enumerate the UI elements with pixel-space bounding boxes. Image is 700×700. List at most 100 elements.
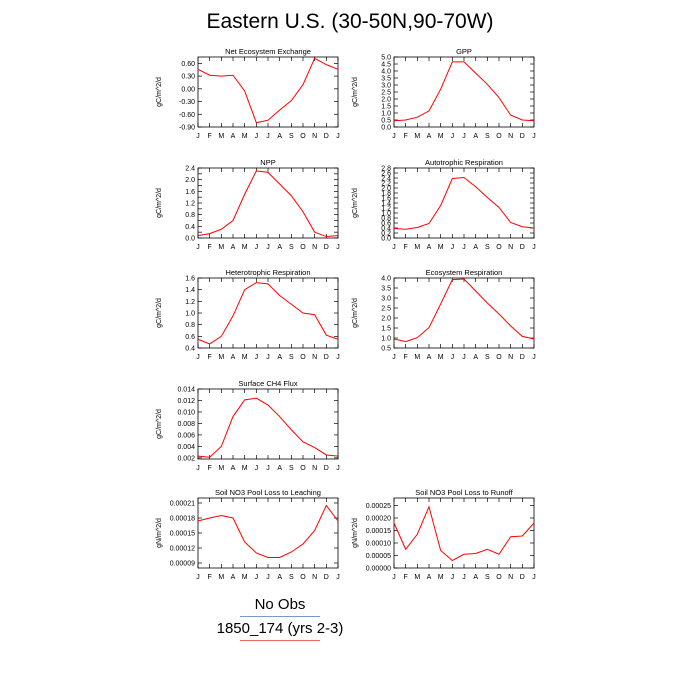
x-tick-label: O xyxy=(496,354,502,361)
y-tick-label: 2.5 xyxy=(381,306,391,313)
x-tick-label: D xyxy=(520,354,525,361)
y-tick-label: -0.30 xyxy=(179,99,195,106)
chart-title: Soil NO3 Pool Loss to Runoff xyxy=(415,488,513,497)
y-tick-label: 0.00020 xyxy=(366,516,391,523)
x-tick-label: M xyxy=(218,354,224,361)
y-tick-label: 0.30 xyxy=(181,74,195,81)
chart-panel: Autotrophic Respiration gC/m^2/d 0.00.20.4… xyxy=(352,158,536,251)
x-tick-label: J xyxy=(532,574,536,581)
y-tick-label: 1.0 xyxy=(381,336,391,343)
x-tick-label: A xyxy=(277,354,282,361)
y-tick-label: 0.00018 xyxy=(170,516,195,523)
chart-title: Autotrophic Respiration xyxy=(425,158,503,167)
x-tick-label: M xyxy=(414,574,420,581)
x-tick-label: M xyxy=(242,574,248,581)
y-tick-label: 0.00015 xyxy=(170,531,195,538)
chart-panel: GPP gC/m^2/d 0.00.51.01.52.02.53.03.54.04.… xyxy=(352,47,536,140)
series-line xyxy=(393,278,535,343)
y-tick-label: 0.8 xyxy=(381,216,391,223)
chart-panel: Heterotrophic Respiration gC/m^2/d 0.4 0.6 0… xyxy=(156,268,340,361)
x-tick-label: S xyxy=(289,574,294,581)
chart-panel: Soil NO3 Pool Loss to Leaching gN/m^2/d 0.… xyxy=(156,488,340,581)
x-tick-label: J xyxy=(336,465,340,472)
y-tick-label: 0.6 xyxy=(185,334,195,341)
y-tick-label: 0.0 xyxy=(185,236,195,243)
x-tick-label: J xyxy=(266,465,270,472)
series-line xyxy=(393,505,535,562)
chart-title: NPP xyxy=(260,158,275,167)
y-tick-label: 2.5 xyxy=(381,90,391,97)
y-tick-label: 3.0 xyxy=(381,83,391,90)
x-tick-label: A xyxy=(277,465,282,472)
series-line xyxy=(393,61,535,122)
x-tick-label: S xyxy=(485,354,490,361)
x-tick-label: J xyxy=(336,133,340,140)
chart-title: GPP xyxy=(456,47,472,56)
chart-panel: Net Ecosystem Exchange gC/m^2/d -0.90 -0.60… xyxy=(156,47,340,140)
x-tick-label: O xyxy=(496,133,502,140)
legend-label-run: 1850_174 (yrs 2-3) xyxy=(216,620,344,637)
y-tick-label: 0.8 xyxy=(185,212,195,219)
x-tick-label: M xyxy=(414,354,420,361)
x-tick-label: O xyxy=(300,133,306,140)
y-tick-label: 1.0 xyxy=(381,211,391,218)
chart-panel: Soil NO3 Pool Loss to Runoff gN/m^2/d 0.00… xyxy=(352,488,536,581)
x-tick-label: J xyxy=(451,354,455,361)
x-tick-label: J xyxy=(196,354,200,361)
x-tick-label: O xyxy=(300,465,306,472)
x-tick-label: S xyxy=(485,574,490,581)
x-tick-label: M xyxy=(218,465,224,472)
y-tick-label: 1.4 xyxy=(185,287,195,294)
x-tick-label: J xyxy=(255,574,259,581)
x-tick-label: O xyxy=(300,354,306,361)
chart-panel: Ecosystem Respiration gC/m^2/d 0.5 1.0 1.5 2.… xyxy=(352,268,536,361)
y-tick-label: 0.004 xyxy=(177,444,195,451)
x-tick-label: A xyxy=(473,354,478,361)
x-tick-label: M xyxy=(218,574,224,581)
x-tick-label: J xyxy=(255,465,259,472)
y-tick-label: -0.60 xyxy=(179,112,195,119)
x-tick-label: M xyxy=(438,133,444,140)
x-tick-label: S xyxy=(289,133,294,140)
x-tick-label: N xyxy=(312,465,317,472)
x-tick-label: M xyxy=(242,354,248,361)
x-tick-label: J xyxy=(266,133,270,140)
x-tick-label: M xyxy=(438,244,444,251)
x-tick-label: F xyxy=(404,574,408,581)
x-tick-label: A xyxy=(427,133,432,140)
x-tick-label: N xyxy=(312,354,317,361)
y-tick-label: 1.2 xyxy=(185,201,195,208)
y-tick-label: 0.0 xyxy=(381,236,391,243)
x-tick-label: M xyxy=(218,244,224,251)
y-tick-label: 2.0 xyxy=(381,97,391,104)
plot-frame xyxy=(197,56,339,128)
series-line xyxy=(197,504,339,558)
x-tick-label: M xyxy=(438,354,444,361)
plot-frame xyxy=(393,497,535,569)
y-tick-label: 0.2 xyxy=(381,231,391,238)
y-tick-label: 1.6 xyxy=(185,189,195,196)
y-tick-label: 3.0 xyxy=(381,296,391,303)
y-tick-label: 0.6 xyxy=(381,221,391,228)
y-tick-label: 0.008 xyxy=(177,421,195,428)
x-tick-label: D xyxy=(324,354,329,361)
y-tick-label: 0.5 xyxy=(381,346,391,353)
legend-label-no-obs: No Obs xyxy=(254,596,306,613)
y-tick-label: 0.00012 xyxy=(170,546,195,553)
x-tick-label: J xyxy=(255,244,259,251)
x-tick-label: J xyxy=(266,354,270,361)
x-tick-label: A xyxy=(277,574,282,581)
y-tick-label: 4.5 xyxy=(381,62,391,69)
y-tick-label: 4.0 xyxy=(381,276,391,283)
x-tick-label: N xyxy=(312,244,317,251)
y-tick-label: 2.8 xyxy=(381,166,391,173)
y-tick-label: 2.0 xyxy=(381,316,391,323)
x-tick-label: M xyxy=(414,244,420,251)
y-tick-label: 0.00015 xyxy=(366,528,391,535)
legend-line-run xyxy=(240,640,320,641)
y-tick-label: 0.002 xyxy=(177,455,195,462)
y-tick-label: 2.6 xyxy=(381,171,391,178)
x-tick-label: J xyxy=(462,133,466,140)
chart-title: Soil NO3 Pool Loss to Leaching xyxy=(215,488,321,497)
y-tick-label: 2.4 xyxy=(381,176,391,183)
